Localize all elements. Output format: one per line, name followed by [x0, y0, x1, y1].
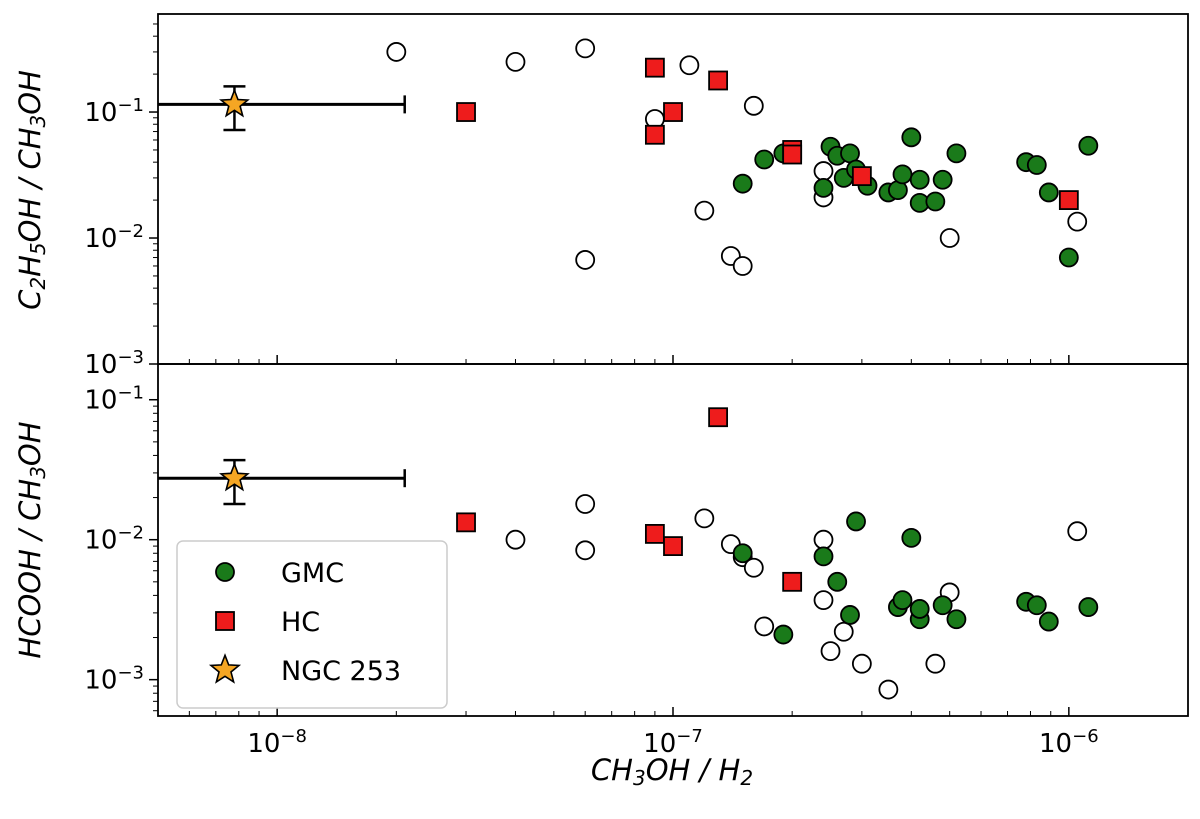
y-axis-title-bottom: HCOOH / CH3OH	[13, 421, 50, 658]
gmc-point	[1026, 155, 1047, 175]
panel-top-frame	[157, 13, 1189, 365]
x-axis-title: CH3OH / H2	[591, 753, 753, 790]
hc-point	[663, 102, 683, 122]
gmc-point	[901, 527, 922, 548]
panel-bottom: 10−1 10−2 10−3	[84, 363, 1189, 717]
open-circle-point	[679, 55, 700, 76]
gmc-point	[909, 169, 930, 190]
gmc-point	[932, 595, 953, 616]
open-circle-point	[505, 529, 526, 550]
x-tick-label: 10−7	[643, 726, 703, 760]
legend-label: NGC 253	[281, 656, 401, 687]
hc-point	[644, 524, 665, 544]
y-tick-label: 10−3	[84, 347, 144, 381]
gmc-point	[1038, 611, 1059, 632]
gmc-point	[925, 191, 946, 212]
y-tick-label: 10−2	[84, 522, 144, 556]
legend-marker-ngc-253	[208, 653, 242, 684]
gmc-point	[946, 609, 967, 630]
y-tick-label: 10−1	[84, 95, 144, 129]
gmc-point	[813, 177, 834, 198]
gmc-point	[732, 543, 753, 564]
y-tick-label: 10−1	[84, 382, 144, 416]
gmc-point	[1078, 597, 1099, 617]
gmc-point	[1078, 135, 1099, 156]
hc-point	[644, 124, 665, 145]
open-circle-point	[813, 161, 834, 181]
gmc-point	[827, 571, 848, 592]
open-circle-point	[694, 508, 715, 529]
hc-point	[644, 57, 665, 78]
gmc-point	[754, 149, 775, 170]
legend-marker-gmc	[215, 562, 235, 582]
open-circle-point	[925, 653, 946, 674]
ngc253-point	[219, 461, 250, 492]
x-tick-label: 10−8	[247, 726, 307, 760]
hc-point	[708, 407, 729, 428]
open-circle-point	[754, 616, 775, 637]
legend-marker-hc	[215, 611, 235, 631]
open-circle-point	[1067, 521, 1088, 542]
open-circle-point	[743, 557, 764, 578]
hc-point	[851, 166, 872, 187]
hc-point	[456, 102, 476, 122]
legend-label: HC	[281, 607, 320, 638]
open-circle-point	[813, 529, 834, 550]
open-circle-point	[575, 494, 596, 514]
open-circle-point	[743, 95, 764, 116]
open-circle-point	[732, 256, 753, 276]
legend-box	[176, 540, 448, 709]
y-tick-label: 10−2	[84, 221, 144, 255]
hc-point	[708, 70, 729, 91]
ngc253-point	[219, 88, 250, 118]
open-circle-point	[575, 250, 596, 270]
hc-point	[782, 144, 803, 165]
gmc-point	[773, 624, 794, 645]
open-circle-point	[820, 641, 841, 661]
gmc-point	[846, 511, 866, 532]
open-circle-point	[939, 228, 960, 248]
gmc-point	[840, 605, 860, 625]
gmc-point	[732, 173, 753, 194]
open-circle-point	[575, 540, 596, 561]
open-circle-point	[575, 38, 596, 59]
open-circle-point	[813, 590, 834, 611]
gmc-point	[1026, 595, 1047, 616]
gmc-point	[901, 127, 922, 148]
gmc-point	[932, 169, 953, 190]
gmc-point	[1038, 182, 1059, 203]
open-circle-point	[386, 42, 407, 62]
open-circle-point	[851, 653, 872, 674]
gmc-point	[909, 599, 930, 619]
gmc-point	[892, 164, 913, 185]
gmc-point	[946, 143, 967, 164]
x-tick-label: 10−6	[1039, 726, 1099, 760]
y-tick-label: 10−3	[84, 662, 144, 696]
open-circle-point	[878, 679, 899, 700]
legend: GMC HC NGC 253	[176, 540, 448, 709]
hc-point	[1058, 190, 1079, 210]
open-circle-point	[694, 200, 715, 221]
hc-point	[456, 512, 476, 533]
y-axis-title-top: C2H5OH / CH3OH	[13, 70, 50, 310]
gmc-point	[813, 546, 834, 567]
hc-point	[663, 536, 683, 556]
open-circle-point	[1067, 211, 1088, 232]
gmc-point	[1058, 247, 1079, 268]
legend-label: GMC	[281, 558, 344, 589]
open-circle-point	[833, 621, 854, 642]
panel-top: 10−1 10−2 10−3	[84, 13, 1189, 381]
open-circle-point	[505, 52, 526, 72]
hc-point	[782, 571, 803, 592]
gmc-point	[892, 590, 913, 611]
